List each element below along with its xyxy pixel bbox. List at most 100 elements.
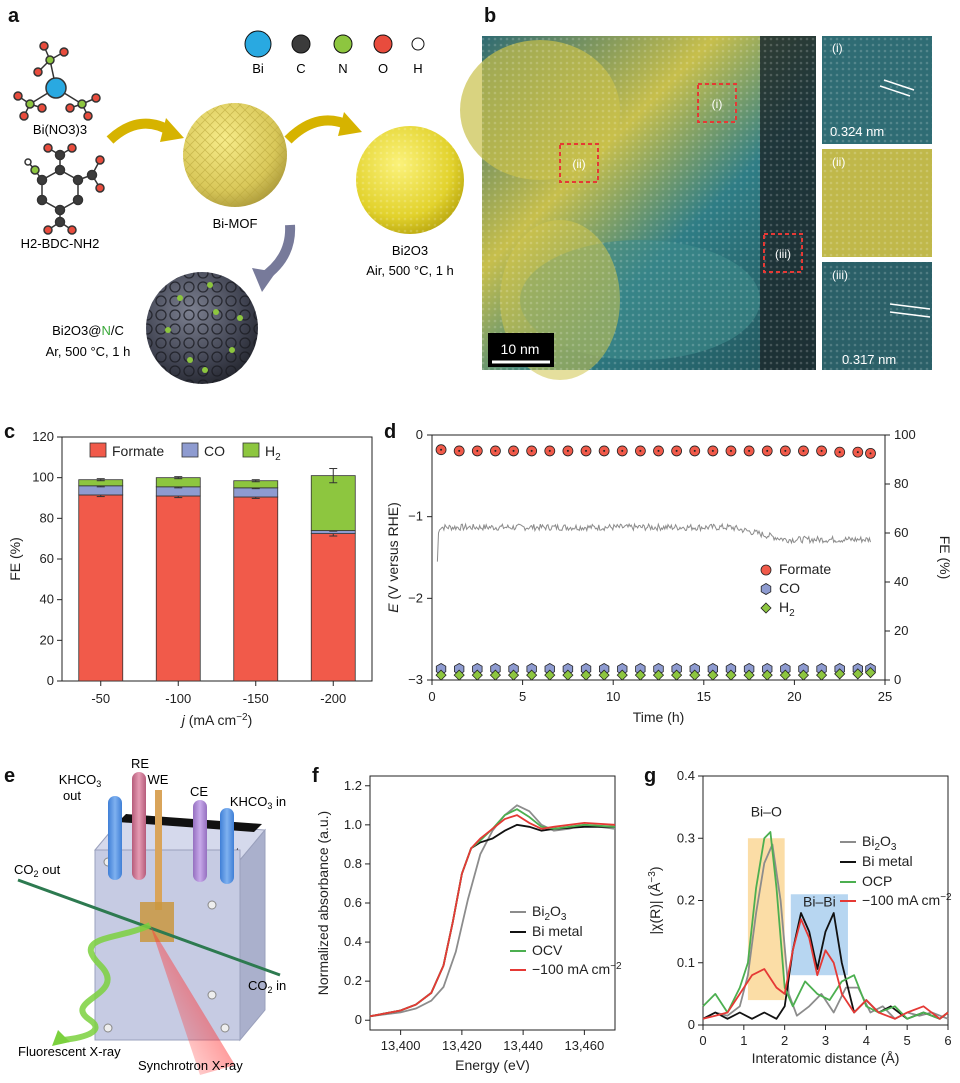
chart-d-h2-point [689, 669, 701, 681]
chart-d-formate-point-dot [729, 449, 732, 452]
chart-d-xtick-label: 25 [878, 689, 892, 704]
chart-d-formate-point-dot [494, 449, 497, 452]
synchrotron-beam-icon [150, 925, 235, 1075]
region-i-label: (i) [712, 97, 723, 111]
region-ii-box [559, 143, 599, 183]
chart-g-legend-label-base: Bi [862, 833, 874, 849]
legend-n: N [338, 61, 347, 76]
chart-c-ylabel: FE (%) [7, 537, 23, 581]
chart-c-ytick-label: 20 [40, 632, 54, 647]
tem-inset-i [822, 36, 932, 144]
chart-c-legend-label: H2 [265, 443, 281, 463]
chart-d-formate-point-dot [657, 449, 660, 452]
chart-d-formate-point-dot [820, 449, 823, 452]
chart-g-ytick-label: 0 [688, 1017, 695, 1032]
chart-d-ytick-right-label: 80 [894, 476, 908, 491]
chart-d-h2-point [671, 669, 683, 681]
chart-d-formate-point-dot [838, 451, 841, 454]
chart-d-legend-formate-marker [760, 564, 772, 576]
flow-cell-diagram [17, 772, 281, 1075]
composite-texture-icon [146, 272, 258, 384]
chart-c-xtick-label: -150 [243, 691, 269, 706]
chart-d-xtick-label: 10 [606, 689, 620, 704]
chart-d-ytick-right-label: 40 [894, 574, 908, 589]
chart-d-formate-point-dot [784, 449, 787, 452]
chart-c-bar-h2 [310, 475, 356, 531]
chart-d-h2-point [834, 668, 846, 680]
chart-g-ylabel-base: |χ(R)| (Å [647, 882, 663, 935]
chart-d-formate-point-dot [869, 452, 872, 455]
tem-inset-iii [822, 262, 932, 370]
chart-g-xtick-label: 5 [904, 1033, 911, 1048]
chart-d-xlabel: Time (h) [633, 709, 685, 725]
chart-c-ytick-label: 80 [40, 510, 54, 525]
chart-f-legend-label: Bi metal [532, 923, 583, 939]
khco3-in-label: KHCO3 in [230, 794, 286, 811]
khco3-out-tube [108, 796, 122, 880]
chart-d-ytick-left-label: −3 [408, 672, 423, 687]
composite-label-n: N [101, 323, 110, 338]
chart-d-legend-co-marker [760, 583, 772, 595]
chart-c-xtick-label: -200 [320, 691, 346, 706]
chart-d-h2-point [743, 669, 755, 681]
legend-o: O [378, 61, 388, 76]
chart-g-xtick-label: 1 [740, 1033, 747, 1048]
chart-d-formate-point-dot [693, 449, 696, 452]
chart-f-legend-label-sup: −2 [610, 961, 622, 972]
chart-f-xtick-label: 13,440 [503, 1038, 543, 1053]
precursor2-label: H2-BDC-NH2 [21, 236, 100, 251]
chart-c-ytick-label: 0 [47, 673, 54, 688]
o-atom-icon [373, 34, 393, 54]
chart-d-formate-point-dot [639, 449, 642, 452]
co2-out-label: CO2 out [14, 862, 61, 879]
chart-d-h2-point [779, 669, 791, 681]
chart-g-ytick-label: 0.4 [677, 768, 695, 783]
panel-label-c: c [4, 421, 15, 443]
chart-d-formate-point-dot [458, 449, 461, 452]
chart-f-ytick-label: 1.2 [344, 778, 362, 793]
panel-label-d: d [384, 421, 396, 443]
chart-f-legend-label-mid: O [550, 903, 561, 919]
chart-d-ylabel-e: E [385, 603, 401, 613]
chart-c-ytick-label: 40 [40, 592, 54, 607]
chart-d-ylabel-rest: (V versus RHE) [385, 502, 401, 603]
bdc-nh2-molecule-icon [24, 143, 105, 235]
panel-label-e: e [4, 765, 15, 787]
n-atom-icon [333, 34, 353, 54]
flow-cell-body [94, 849, 241, 1041]
chart-g-ytick-label: 0.3 [677, 830, 695, 845]
bi-mof-texture-icon [183, 103, 287, 207]
chart-f-legend-label: Bi2O3 [532, 903, 567, 923]
inset-i-spacing: 0.324 nm [830, 124, 884, 139]
chart-d-h2-point [507, 669, 520, 681]
chart-f-ytick-label: 0.4 [344, 934, 362, 949]
chart-g-legend-label: −100 mA cm−2 [862, 892, 952, 908]
chart-g-xtick-label: 6 [944, 1033, 951, 1048]
legend-h: H [413, 61, 422, 76]
panel-label-b: b [484, 5, 496, 27]
chart-d-h2-point [562, 669, 574, 681]
we-electrode [155, 790, 162, 910]
chart-d-legend-h2-marker [760, 602, 772, 614]
chart-c-legend-label: CO [204, 443, 225, 459]
chart-c-legend-label: Formate [112, 443, 164, 459]
ce-label: CE [190, 784, 208, 799]
re-electrode [132, 772, 146, 880]
chart-d-ytick-right-label: 20 [894, 623, 908, 638]
chart-g-ylabel-close: ) [647, 866, 663, 871]
chart-d-formate-point-dot [856, 451, 859, 454]
chart-d-h2-point [453, 669, 465, 681]
chart-d-h2-point [526, 669, 538, 681]
chart-g-xtick-label: 4 [863, 1033, 870, 1048]
chart-f-frame [369, 775, 616, 1031]
region-i-box [697, 83, 737, 123]
chart-d-h2-point [544, 669, 556, 681]
khco3-in-tube [220, 808, 234, 884]
chart-d-h2-point [761, 669, 773, 681]
chart-g-ytick-label: 0.2 [677, 893, 695, 908]
arrow-head-composite-icon [252, 268, 276, 292]
chart-d-ytick-left-label: 0 [416, 427, 423, 442]
inset-iii-spacing: 0.317 nm [842, 352, 896, 367]
